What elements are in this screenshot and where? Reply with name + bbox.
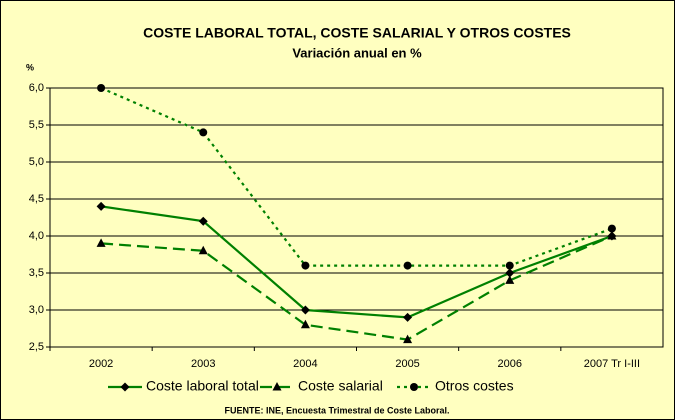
legend-label: Otros costes bbox=[435, 378, 514, 394]
marker bbox=[97, 84, 106, 92]
y-tick-label: 2,5 bbox=[29, 341, 44, 353]
marker bbox=[505, 261, 514, 270]
marker bbox=[199, 128, 208, 137]
marker bbox=[505, 275, 515, 284]
marker bbox=[198, 216, 208, 226]
y-tick-label: 4,5 bbox=[29, 193, 44, 205]
y-tick-label: 5,0 bbox=[29, 156, 44, 168]
chart-title: COSTE LABORAL TOTAL, COSTE SALARIAL Y OT… bbox=[143, 25, 571, 41]
x-tick-label: 2007 Tr I-III bbox=[584, 358, 640, 370]
y-tick-label: 6,0 bbox=[29, 82, 44, 94]
marker bbox=[300, 319, 310, 329]
marker bbox=[301, 261, 310, 270]
marker bbox=[607, 231, 617, 240]
marker bbox=[403, 312, 413, 322]
marker bbox=[505, 268, 515, 278]
marker bbox=[96, 201, 106, 211]
y-tick-label: 4,0 bbox=[29, 230, 44, 242]
x-tick-label: 2004 bbox=[293, 358, 317, 370]
legend-label: Coste laboral total bbox=[146, 378, 259, 394]
source-note: FUENTE: INE, Encuesta Trimestral de Cost… bbox=[224, 405, 449, 415]
marker bbox=[96, 238, 106, 247]
y-tick-label: 3,5 bbox=[29, 267, 44, 279]
series-line bbox=[100, 86, 613, 267]
chart-subtitle: Variación anual en % bbox=[292, 45, 422, 60]
marker bbox=[607, 224, 616, 233]
series-line bbox=[100, 205, 613, 319]
marker bbox=[198, 245, 208, 255]
y-tick-label: 3,0 bbox=[29, 304, 44, 316]
x-tick-label: 2003 bbox=[191, 358, 215, 370]
marker bbox=[300, 305, 310, 315]
marker bbox=[403, 261, 412, 270]
legend-label: Coste salarial bbox=[298, 378, 383, 394]
legend-marker bbox=[120, 382, 130, 392]
x-tick-label: 2002 bbox=[89, 358, 113, 370]
marker bbox=[403, 334, 413, 344]
legend-marker bbox=[410, 383, 418, 391]
y-tick-label: 5,5 bbox=[29, 119, 44, 131]
y-axis-label: % bbox=[26, 62, 34, 72]
legend-marker bbox=[272, 382, 282, 391]
x-tick-label: 2005 bbox=[395, 358, 419, 370]
x-tick-label: 2006 bbox=[498, 358, 522, 370]
series-line bbox=[101, 234, 613, 341]
